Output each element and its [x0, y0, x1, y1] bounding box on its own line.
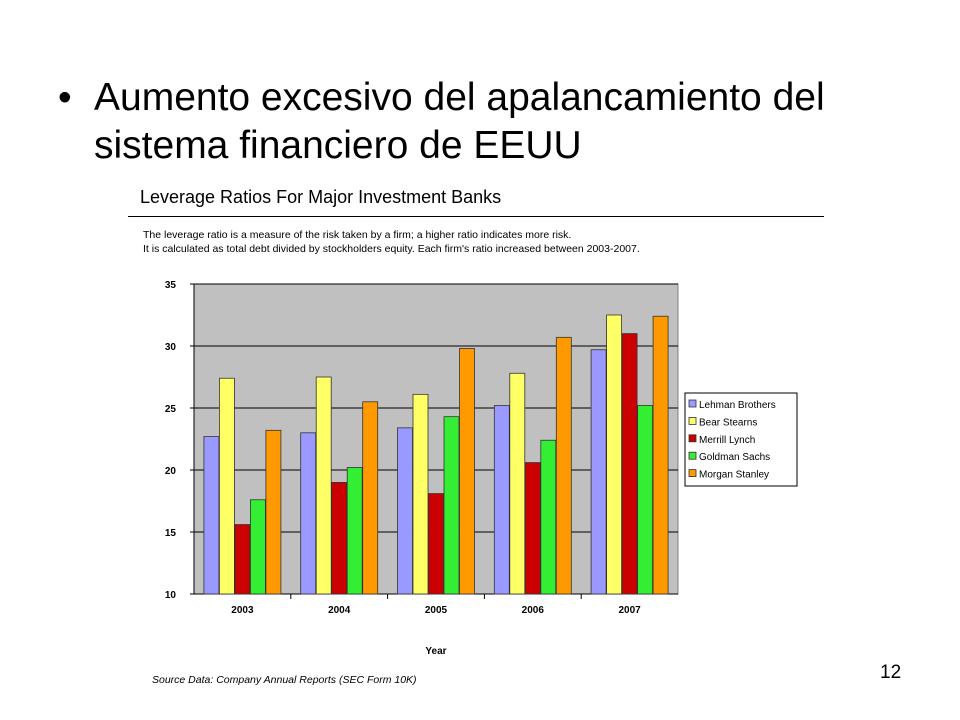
page-number: 12: [880, 662, 902, 683]
bar: [362, 401, 379, 595]
chart-title: Leverage Ratios For Major Investment Ban…: [140, 187, 502, 207]
x-tick-label: 2005: [425, 605, 448, 616]
bar: [315, 376, 332, 595]
legend-box: [684, 392, 798, 487]
x-axis-label: Year: [425, 646, 446, 657]
legend-swatch: [688, 469, 697, 478]
legend-label: Bear Stearns: [699, 417, 757, 428]
legend-label: Goldman Sachs: [699, 452, 770, 463]
bar: [524, 462, 541, 595]
slide-heading: Aumento excesivo del apalancamiento del …: [94, 76, 825, 167]
y-tick-label: 20: [165, 466, 177, 477]
bar: [412, 393, 429, 595]
bar: [555, 336, 572, 595]
y-tick-label: 35: [165, 280, 177, 291]
legend-swatch: [688, 434, 697, 443]
bar: [265, 429, 282, 595]
x-tick-label: 2003: [231, 605, 254, 616]
bar: [606, 314, 622, 595]
y-tick-label: 15: [165, 528, 177, 539]
bar: [459, 348, 475, 595]
bar: [331, 481, 348, 595]
y-tick-label: 10: [165, 590, 177, 601]
bar: [621, 333, 638, 595]
bar: [428, 493, 444, 595]
y-tick-label: 25: [165, 404, 177, 415]
bar: [540, 439, 557, 595]
legend-swatch: [688, 451, 697, 460]
bar: [234, 524, 251, 595]
legend-swatch: [688, 416, 697, 425]
bar: [346, 467, 363, 595]
bar: [652, 315, 669, 595]
legend-swatch: [688, 399, 697, 408]
bar: [203, 436, 220, 595]
bar: [493, 405, 510, 595]
x-tick-label: 2006: [522, 605, 545, 616]
bar: [637, 405, 653, 595]
y-tick-label: 30: [165, 342, 177, 353]
legend-label: Merrill Lynch: [699, 435, 755, 446]
bar: [509, 372, 526, 595]
legend-label: Lehman Brothers: [699, 400, 776, 411]
bar: [249, 499, 266, 595]
x-tick-label: 2007: [618, 605, 641, 616]
title-divider: [128, 216, 824, 217]
bullet-symbol: •: [58, 76, 72, 119]
bar: [590, 349, 607, 595]
x-tick-label: 2004: [328, 605, 351, 616]
chart-description-line-1: The leverage ratio is a measure of the r…: [143, 229, 572, 241]
bar: [218, 377, 235, 595]
source-note: Source Data: Company Annual Reports (SEC…: [152, 674, 417, 686]
bar: [443, 416, 460, 595]
chart-description: The leverage ratio is a measure of the r…: [143, 228, 640, 256]
bar: [300, 432, 317, 595]
bar: [397, 427, 413, 595]
chart-description-line-2: It is calculated as total debt divided b…: [143, 243, 640, 255]
legend-label: Morgan Stanley: [699, 470, 769, 481]
